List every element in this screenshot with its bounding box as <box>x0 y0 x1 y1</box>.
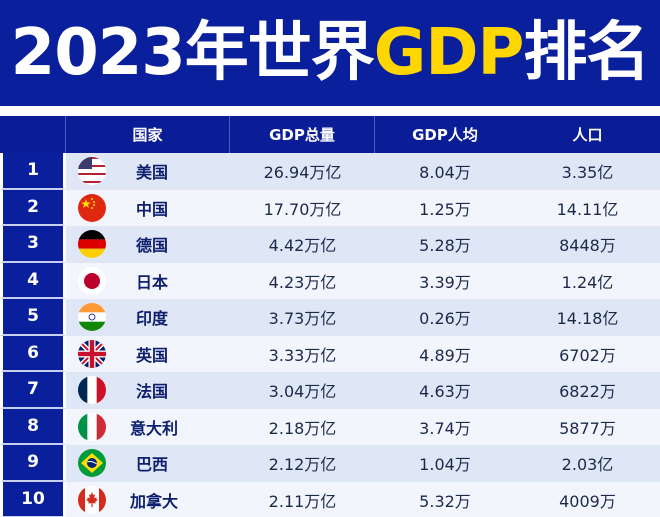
country-name: 意大利 <box>130 418 179 438</box>
title-banner: 2023年世界GDP排名 <box>0 0 660 106</box>
gdp-per-capita-cell: 3.39万 <box>375 262 515 299</box>
italy-flag-icon <box>78 412 106 441</box>
table-row: 5 印度 3.73万亿 0.26万 14.18亿 <box>0 299 660 336</box>
rank-cell: 4 <box>0 262 66 299</box>
gdp-total-cell: 2.11万亿 <box>230 481 375 517</box>
population-cell: 2.03亿 <box>515 445 660 482</box>
table-row: 4 日本 4.23万亿 3.39万 1.24亿 <box>0 262 660 299</box>
page-title: 2023年世界GDP排名 <box>11 21 651 85</box>
gdp-total-cell: 4.23万亿 <box>230 262 375 299</box>
header-country: 国家 <box>66 116 230 153</box>
country-cell: 英国 <box>66 335 230 372</box>
population-cell: 8448万 <box>515 226 660 263</box>
title-suffix: 排名 <box>523 16 650 90</box>
canada-flag-icon <box>78 485 106 514</box>
population-cell: 1.24亿 <box>515 262 660 299</box>
population-cell: 3.35亿 <box>515 153 660 190</box>
table-row: 6 英国 3.33万亿 4.89万 6702万 <box>0 335 660 372</box>
country-cell: 加拿大 <box>66 481 230 517</box>
country-name: 加拿大 <box>130 491 179 511</box>
gdp-total-cell: 3.73万亿 <box>230 299 375 336</box>
population-cell: 5877万 <box>515 408 660 445</box>
gdp-ranking-table: 国家 GDP总量 GDP人均 人口 1 美国 26.94万亿 8.04万 3.35亿 2 中… <box>0 116 660 517</box>
table-row: 9 巴西 2.12万亿 1.04万 2.03亿 <box>0 445 660 482</box>
gdp-per-capita-cell: 8.04万 <box>375 153 515 190</box>
country-name: 法国 <box>136 382 169 402</box>
gdp-total-cell: 4.42万亿 <box>230 226 375 263</box>
population-cell: 14.18亿 <box>515 299 660 336</box>
china-flag-icon <box>78 193 106 222</box>
table-header: 国家 GDP总量 GDP人均 人口 <box>0 116 660 153</box>
country-name: 德国 <box>136 236 169 256</box>
country-name: 印度 <box>136 309 169 329</box>
country-name: 英国 <box>136 345 169 365</box>
rank-cell: 3 <box>0 226 66 263</box>
population-cell: 4009万 <box>515 481 660 517</box>
country-cell: 巴西 <box>66 445 230 482</box>
rank-cell: 10 <box>0 481 66 517</box>
table-row: 10 加拿大 2.11万亿 5.32万 4009万 <box>0 481 660 517</box>
gdp-total-cell: 17.70万亿 <box>230 189 375 226</box>
country-cell: 德国 <box>66 226 230 263</box>
brazil-flag-icon <box>78 449 106 478</box>
country-cell: 法国 <box>66 372 230 409</box>
table-row: 3 德国 4.42万亿 5.28万 8448万 <box>0 226 660 263</box>
usa-flag-icon <box>78 157 106 186</box>
gdp-total-cell: 3.33万亿 <box>230 335 375 372</box>
gdp-per-capita-cell: 5.28万 <box>375 226 515 263</box>
gdp-per-capita-cell: 3.74万 <box>375 408 515 445</box>
table-body: 1 美国 26.94万亿 8.04万 3.35亿 2 中国 17.70万亿 1.25万 14.11… <box>0 153 660 517</box>
country-name: 中国 <box>136 199 169 219</box>
rank-cell: 9 <box>0 445 66 482</box>
rank-cell: 1 <box>0 153 66 190</box>
country-cell: 美国 <box>66 153 230 190</box>
uk-flag-icon <box>78 339 106 368</box>
india-flag-icon <box>78 303 106 332</box>
gdp-total-cell: 2.12万亿 <box>230 445 375 482</box>
title-highlight: GDP <box>373 16 525 90</box>
header-rank <box>0 116 66 153</box>
population-cell: 6822万 <box>515 372 660 409</box>
country-name: 美国 <box>136 163 169 183</box>
gdp-per-capita-cell: 4.89万 <box>375 335 515 372</box>
table-row: 2 中国 17.70万亿 1.25万 14.11亿 <box>0 189 660 226</box>
title-prefix: 2023年世界 <box>10 16 375 90</box>
rank-cell: 5 <box>0 299 66 336</box>
rank-cell: 7 <box>0 372 66 409</box>
country-cell: 印度 <box>66 299 230 336</box>
country-cell: 中国 <box>66 189 230 226</box>
table-row: 7 法国 3.04万亿 4.63万 6822万 <box>0 372 660 409</box>
table-row: 8 意大利 2.18万亿 3.74万 5877万 <box>0 408 660 445</box>
gdp-per-capita-cell: 5.32万 <box>375 481 515 517</box>
rank-cell: 2 <box>0 189 66 226</box>
japan-flag-icon <box>78 266 106 295</box>
header-gdp-total: GDP总量 <box>230 116 375 153</box>
rank-cell: 8 <box>0 408 66 445</box>
rank-cell: 6 <box>0 335 66 372</box>
header-gdp-per-capita: GDP人均 <box>412 126 478 144</box>
gdp-total-cell: 26.94万亿 <box>230 153 375 190</box>
germany-flag-icon <box>78 230 106 259</box>
country-name: 日本 <box>136 272 169 292</box>
population-cell: 6702万 <box>515 335 660 372</box>
gdp-per-capita-cell: 0.26万 <box>375 299 515 336</box>
country-cell: 日本 <box>66 262 230 299</box>
country-cell: 意大利 <box>66 408 230 445</box>
gdp-total-cell: 2.18万亿 <box>230 408 375 445</box>
gdp-per-capita-cell: 4.63万 <box>375 372 515 409</box>
gdp-per-capita-cell: 1.04万 <box>375 445 515 482</box>
france-flag-icon <box>78 376 106 405</box>
table-row: 1 美国 26.94万亿 8.04万 3.35亿 <box>0 153 660 190</box>
population-cell: 14.11亿 <box>515 189 660 226</box>
gdp-total-cell: 3.04万亿 <box>230 372 375 409</box>
gdp-per-capita-cell: 1.25万 <box>375 189 515 226</box>
country-name: 巴西 <box>136 455 169 475</box>
header-population: 人口 <box>572 126 603 144</box>
